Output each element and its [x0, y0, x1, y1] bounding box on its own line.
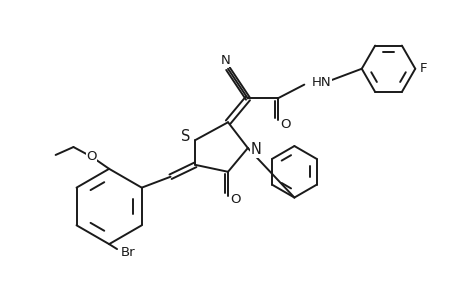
Text: Br: Br — [121, 245, 135, 259]
Text: N: N — [250, 142, 261, 158]
Text: N: N — [221, 54, 230, 67]
Text: S: S — [180, 129, 190, 144]
Text: HN: HN — [312, 76, 331, 89]
Text: O: O — [230, 193, 241, 206]
Text: O: O — [86, 150, 96, 164]
Text: F: F — [419, 62, 426, 75]
Text: O: O — [280, 118, 290, 131]
